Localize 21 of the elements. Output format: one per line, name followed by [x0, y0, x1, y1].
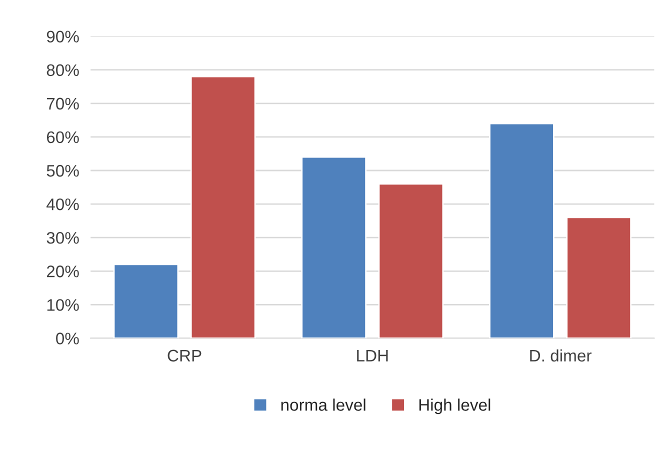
bar [301, 156, 367, 338]
y-tick-label: 40% [46, 198, 79, 210]
y-tick-label: 70% [46, 98, 79, 110]
legend-label: norma level [281, 398, 366, 411]
bar [378, 183, 444, 338]
y-tick-label: 10% [47, 299, 79, 311]
y-tick-label: 0% [56, 332, 79, 344]
legend-label: High level [419, 398, 490, 414]
x-tick-label: D. dimer [530, 349, 592, 362]
y-tick-label: 30% [46, 232, 79, 244]
y-tick-label: 80% [46, 64, 79, 76]
x-tick-label: CRP [168, 350, 202, 362]
x-tick-label: LDH [357, 350, 388, 362]
bar [489, 122, 554, 338]
y-tick-label: 20% [46, 266, 79, 278]
y-tick-label: 90% [46, 30, 79, 43]
y-tick-label: 60% [46, 131, 79, 144]
bar [190, 76, 256, 338]
bar [566, 216, 632, 338]
y-tick-label: 50% [46, 164, 79, 177]
bar [113, 264, 179, 338]
